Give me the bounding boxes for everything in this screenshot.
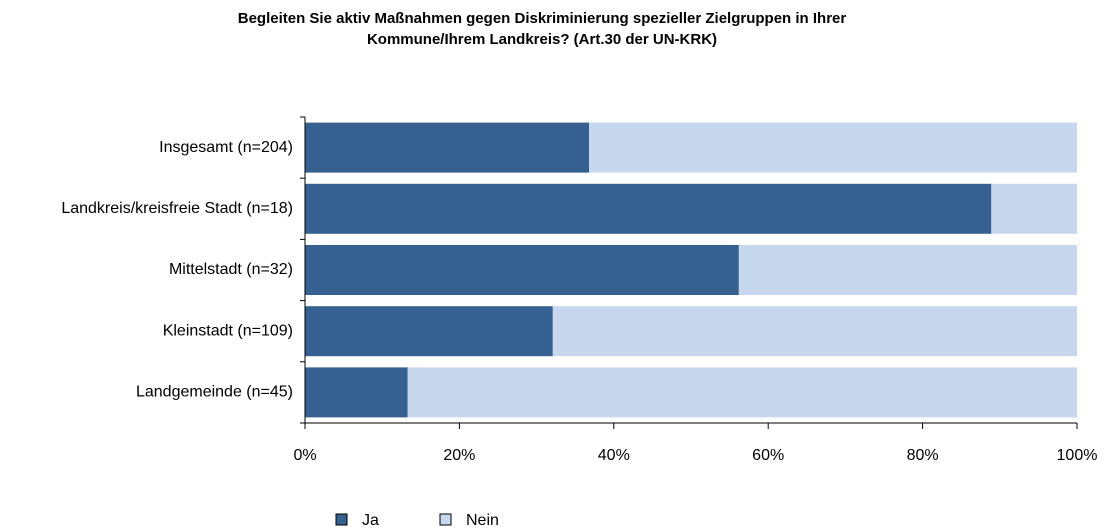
- bar-segment: [738, 245, 1077, 295]
- x-tick-label: 0%: [293, 447, 316, 464]
- chart-title: Begleiten Sie aktiv Maßnahmen gegen Disk…: [238, 10, 847, 27]
- bar-segment: [991, 183, 1077, 234]
- x-tick-label: 80%: [907, 447, 939, 464]
- legend-label: Ja: [362, 512, 379, 529]
- x-tick-label: 100%: [1057, 447, 1098, 464]
- bar-segment: [305, 245, 739, 295]
- y-tick-label: Insgesamt (n=204): [159, 139, 293, 156]
- y-tick-label: Mittelstadt (n=32): [169, 261, 293, 278]
- legend-swatch: [335, 513, 348, 526]
- bar-segment: [589, 122, 1077, 173]
- x-tick-label: 20%: [443, 447, 475, 464]
- bar-segment: [552, 306, 1077, 357]
- x-tick-label: 60%: [752, 447, 784, 464]
- bar-segment: [305, 367, 408, 418]
- y-tick-label: Landgemeinde (n=45): [136, 384, 293, 401]
- bar-segment: [305, 122, 590, 173]
- chart-title: Kommune/Ihrem Landkreis? (Art.30 der UN-…: [367, 31, 717, 48]
- bar-segment: [305, 183, 992, 234]
- x-tick-label: 40%: [598, 447, 630, 464]
- bar-segment: [305, 306, 553, 357]
- y-tick-label: Landkreis/kreisfreie Stadt (n=18): [61, 200, 293, 217]
- y-tick-label: Kleinstadt (n=109): [163, 322, 293, 339]
- legend-label: Nein: [466, 512, 499, 529]
- bar-segment: [407, 367, 1077, 418]
- legend-swatch: [439, 513, 452, 526]
